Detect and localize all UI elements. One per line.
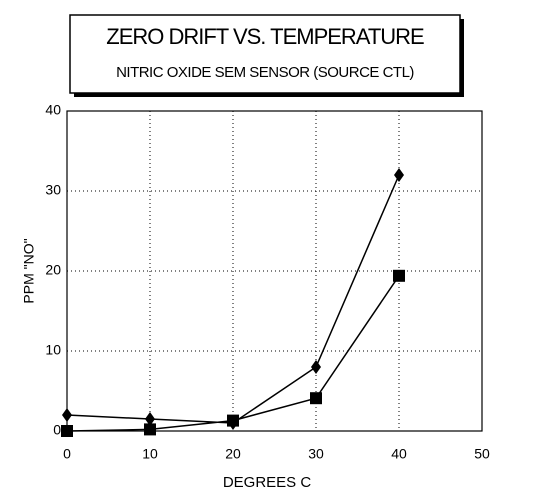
square-marker xyxy=(144,423,156,436)
diamond-marker xyxy=(394,168,404,182)
y-tick-label: 20 xyxy=(45,262,61,278)
x-tick-label: 10 xyxy=(142,446,158,462)
diamond-marker xyxy=(62,408,72,422)
y-tick-label: 0 xyxy=(53,422,61,438)
square-marker xyxy=(227,414,239,427)
y-tick-label: 30 xyxy=(45,182,61,198)
x-tick-label: 30 xyxy=(308,446,324,462)
diamond-marker xyxy=(311,360,321,374)
y-axis-label: PPM "NO" xyxy=(21,238,37,303)
square-marker xyxy=(310,392,322,405)
diamond-marker xyxy=(145,412,155,426)
square-marker xyxy=(393,269,405,282)
chart-subtitle: NITRIC OXIDE SEM SENSOR (SOURCE CTL) xyxy=(116,64,414,81)
title-box xyxy=(69,14,461,94)
chart-title: ZERO DRIFT VS. TEMPERATURE xyxy=(106,24,424,49)
square-marker xyxy=(61,425,73,437)
x-tick-label: 20 xyxy=(225,446,241,462)
x-tick-label: 0 xyxy=(63,446,71,462)
x-axis-label: DEGREES C xyxy=(223,474,312,491)
y-tick-label: 10 xyxy=(45,342,61,358)
x-tick-label: 50 xyxy=(474,446,490,462)
x-tick-label: 40 xyxy=(391,446,407,462)
y-tick-label: 40 xyxy=(45,102,61,118)
